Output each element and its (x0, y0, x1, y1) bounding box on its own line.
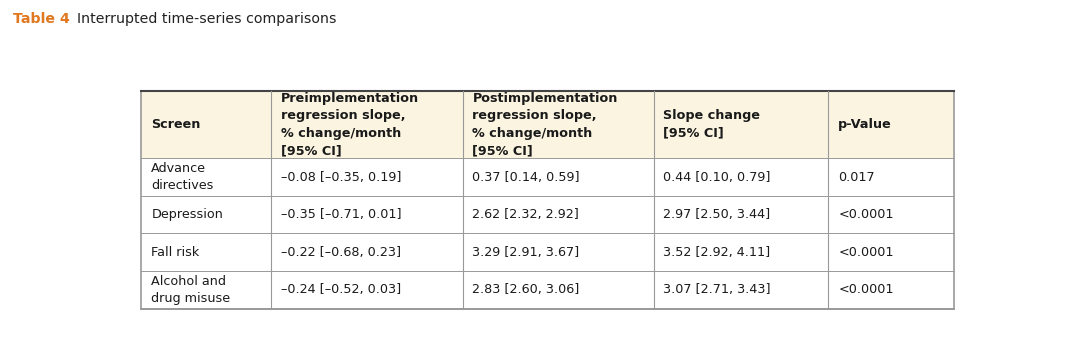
Text: Postimplementation
regression slope,
% change/month
[95% CI]: Postimplementation regression slope, % c… (473, 92, 618, 157)
Text: <0.0001: <0.0001 (838, 208, 894, 221)
Text: Table 4: Table 4 (13, 12, 69, 26)
Text: –0.35 [–0.71, 0.01]: –0.35 [–0.71, 0.01] (281, 208, 402, 221)
Text: 0.44 [0.10, 0.79]: 0.44 [0.10, 0.79] (663, 170, 771, 183)
Text: <0.0001: <0.0001 (838, 284, 894, 296)
Bar (142, 91, 954, 309)
Text: –0.24 [–0.52, 0.03]: –0.24 [–0.52, 0.03] (281, 284, 402, 296)
Text: Depression: Depression (151, 208, 224, 221)
Text: 0.37 [0.14, 0.59]: 0.37 [0.14, 0.59] (473, 170, 580, 183)
Text: 2.97 [2.50, 3.44]: 2.97 [2.50, 3.44] (663, 208, 771, 221)
Text: Advance
directives: Advance directives (151, 162, 214, 192)
Text: 0.017: 0.017 (838, 170, 874, 183)
Text: Screen: Screen (151, 118, 200, 131)
Text: 3.52 [2.92, 4.11]: 3.52 [2.92, 4.11] (663, 246, 771, 259)
Bar (142, 91, 954, 158)
Text: <0.0001: <0.0001 (838, 246, 894, 259)
Text: 3.29 [2.91, 3.67]: 3.29 [2.91, 3.67] (473, 246, 579, 259)
Text: p-Value: p-Value (838, 118, 892, 131)
Text: Alcohol and
drug misuse: Alcohol and drug misuse (151, 275, 230, 305)
Text: Interrupted time-series comparisons: Interrupted time-series comparisons (68, 12, 337, 26)
Text: 3.07 [2.71, 3.43]: 3.07 [2.71, 3.43] (663, 284, 771, 296)
Text: –0.22 [–0.68, 0.23]: –0.22 [–0.68, 0.23] (281, 246, 402, 259)
Text: Preimplementation
regression slope,
% change/month
[95% CI]: Preimplementation regression slope, % ch… (281, 92, 420, 157)
Text: –0.08 [–0.35, 0.19]: –0.08 [–0.35, 0.19] (281, 170, 402, 183)
Text: 2.83 [2.60, 3.06]: 2.83 [2.60, 3.06] (473, 284, 579, 296)
Text: Slope change
[95% CI]: Slope change [95% CI] (663, 109, 760, 140)
Text: Fall risk: Fall risk (151, 246, 199, 259)
Text: 2.62 [2.32, 2.92]: 2.62 [2.32, 2.92] (473, 208, 579, 221)
